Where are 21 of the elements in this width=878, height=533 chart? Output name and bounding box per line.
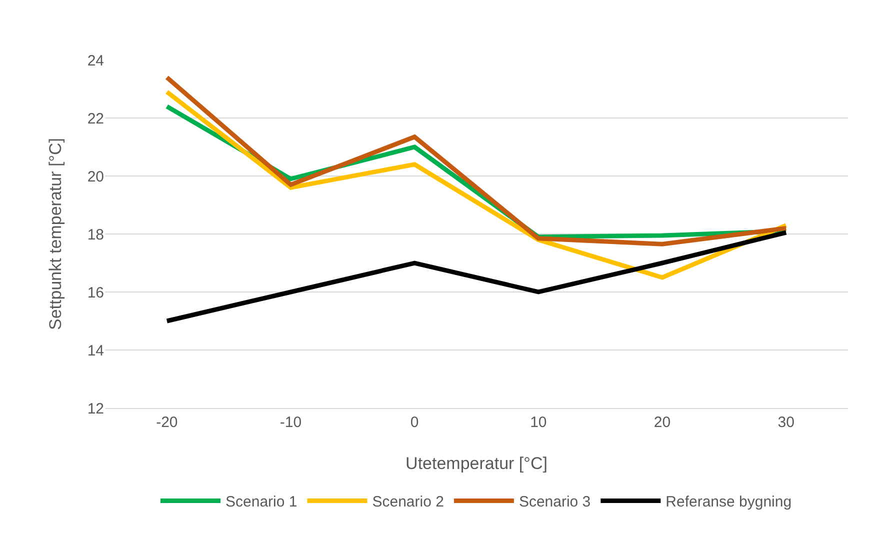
legend-label: Scenario 1 xyxy=(226,494,298,511)
y-tick-label: 16 xyxy=(87,284,104,302)
y-tick-label: 22 xyxy=(87,110,104,128)
y-axis-title: Settpunkt temperatur [°C] xyxy=(46,138,65,330)
line-series xyxy=(164,75,788,246)
x-tick-label: 20 xyxy=(654,414,671,431)
x-axis-title: Utetemperatur [°C] xyxy=(406,454,548,473)
y-tick-label: 20 xyxy=(87,168,104,186)
x-tick-label: 10 xyxy=(530,414,547,431)
x-tick-label: -20 xyxy=(156,414,178,431)
legend-label: Scenario 3 xyxy=(518,494,591,511)
y-tick-label: 14 xyxy=(87,342,104,360)
x-tick-label: -10 xyxy=(280,414,302,431)
x-tick-label: 0 xyxy=(410,414,419,431)
line-series xyxy=(164,230,788,324)
y-tick-label: 12 xyxy=(87,400,104,418)
legend-label: Referanse bygning xyxy=(666,494,792,511)
legend-label: Scenario 2 xyxy=(372,494,444,511)
x-tick-label: 30 xyxy=(778,414,794,431)
y-tick-label: 24 xyxy=(87,52,104,70)
y-tick-label: 18 xyxy=(87,226,104,244)
